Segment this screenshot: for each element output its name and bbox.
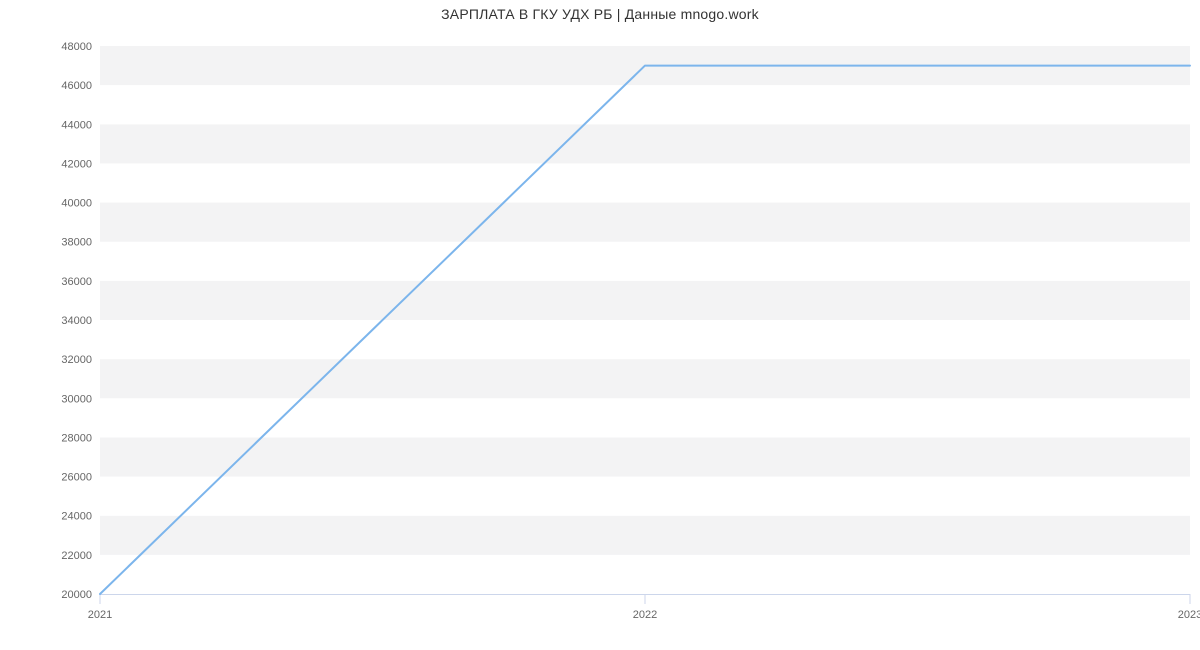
- y-tick-label: 44000: [61, 119, 92, 131]
- x-tick-label: 2021: [88, 609, 112, 621]
- chart-title: ЗАРПЛАТА В ГКУ УДХ РБ | Данные mnogo.wor…: [0, 6, 1200, 22]
- y-tick-label: 34000: [61, 315, 92, 327]
- y-tick-label: 46000: [61, 80, 92, 92]
- y-tick-label: 36000: [61, 276, 92, 288]
- y-tick-label: 22000: [61, 550, 92, 562]
- y-tick-label: 28000: [61, 432, 92, 444]
- salary-line-chart: ЗАРПЛАТА В ГКУ УДХ РБ | Данные mnogo.wor…: [0, 0, 1200, 650]
- y-tick-label: 32000: [61, 354, 92, 366]
- x-tick-label: 2023: [1178, 609, 1200, 621]
- chart-svg: 20000 22000 24000 26000 28000 30000 32000 34000…: [0, 0, 1200, 650]
- x-tick-label: 2022: [633, 609, 657, 621]
- y-tick-label: 42000: [61, 158, 92, 170]
- y-tick-label: 48000: [61, 41, 92, 53]
- y-tick-label: 30000: [61, 393, 92, 405]
- y-tick-label: 24000: [61, 511, 92, 523]
- y-tick-label: 26000: [61, 472, 92, 484]
- y-tick-label: 38000: [61, 237, 92, 249]
- y-tick-label: 40000: [61, 198, 92, 210]
- y-tick-label: 20000: [61, 589, 92, 601]
